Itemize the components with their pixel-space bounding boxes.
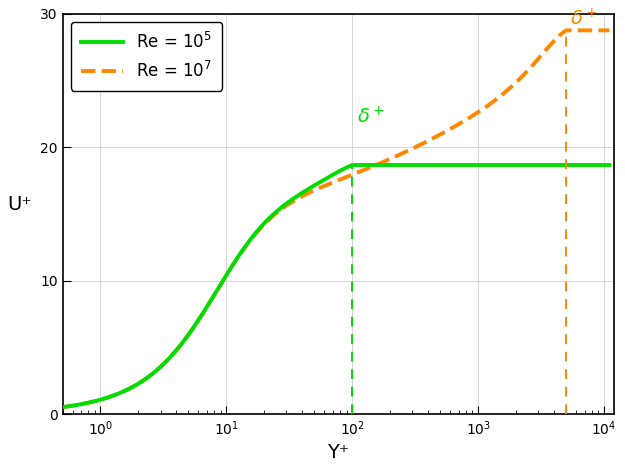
Text: $\delta^+$: $\delta^+$ bbox=[571, 8, 598, 30]
Legend: Re = 10$^5$, Re = 10$^7$: Re = 10$^5$, Re = 10$^7$ bbox=[71, 22, 222, 91]
X-axis label: Y⁺: Y⁺ bbox=[328, 443, 349, 462]
Text: $\delta^+$: $\delta^+$ bbox=[356, 106, 384, 127]
Y-axis label: U⁺: U⁺ bbox=[7, 195, 32, 214]
